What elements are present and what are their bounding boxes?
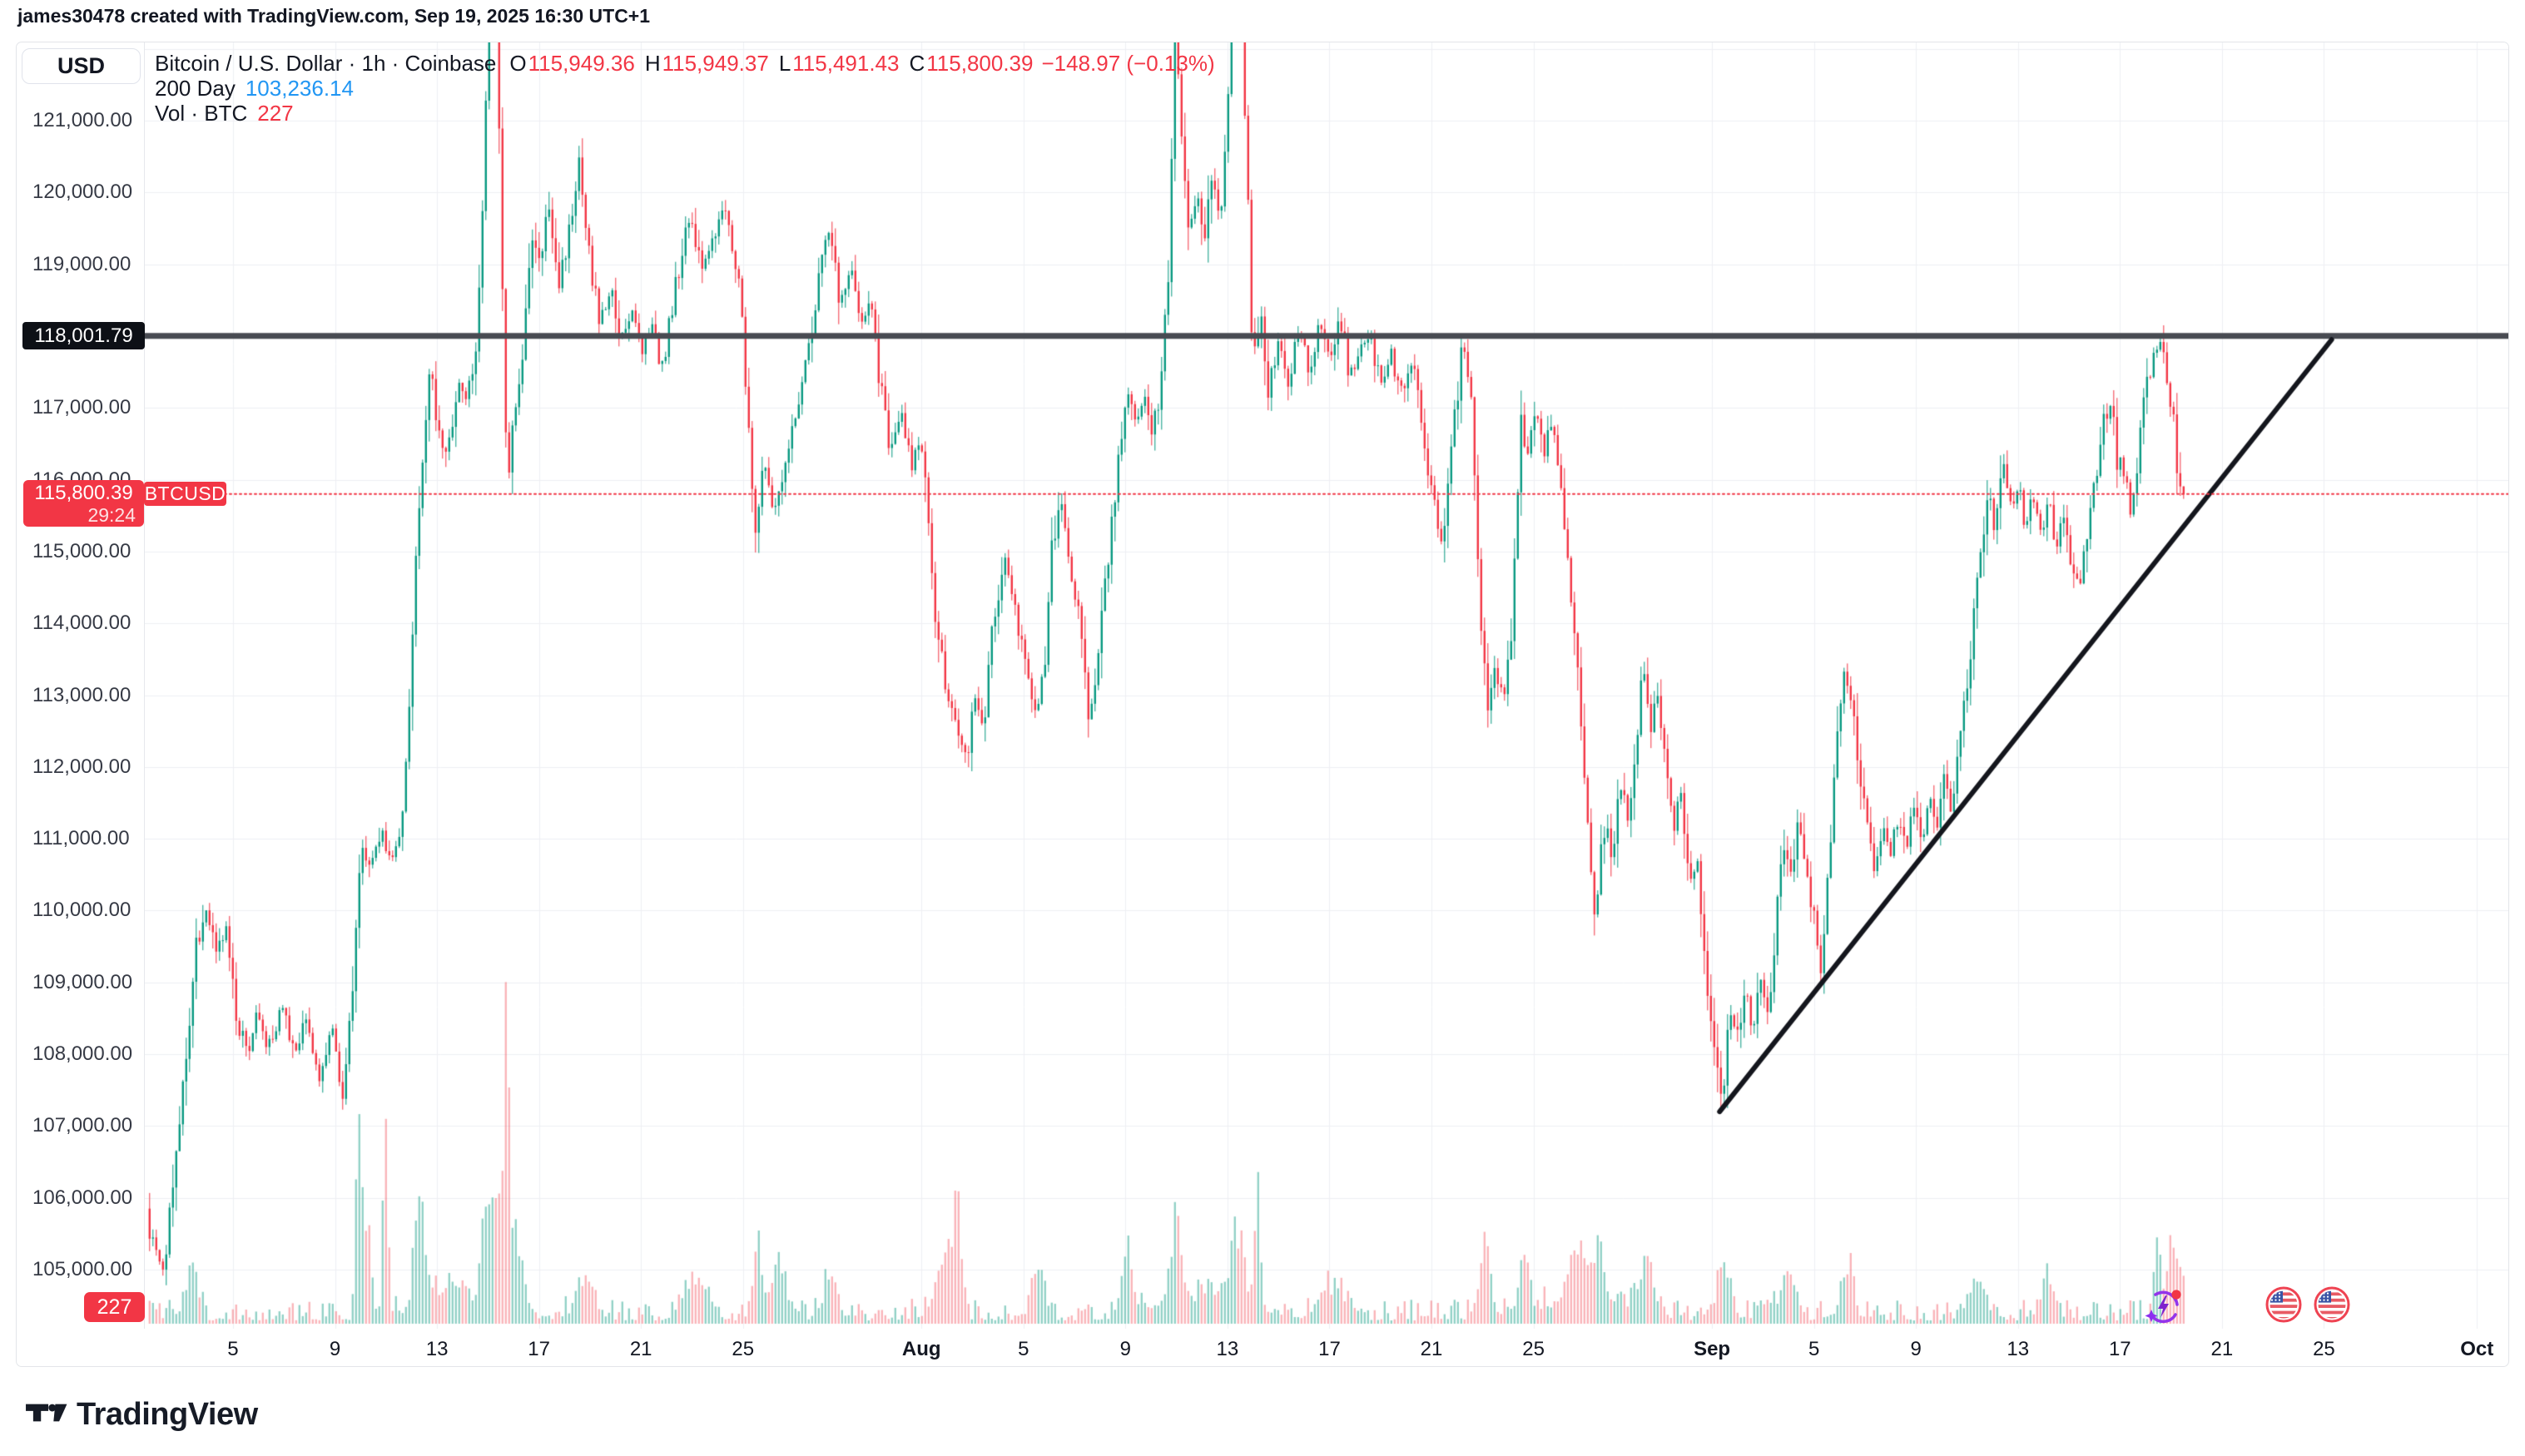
price-chart-canvas[interactable] bbox=[145, 42, 2508, 1329]
price-tick-label: 109,000.00 bbox=[32, 970, 133, 993]
volume-value: 227 bbox=[257, 101, 294, 126]
bar-countdown: 29:24 bbox=[87, 504, 136, 526]
time-tick-label: 13 bbox=[2007, 1338, 2030, 1360]
chart-container: 121,000.00 120,000.00 119,000.00 117,000.00… bbox=[16, 42, 2509, 1367]
chart-legend: Bitcoin / U.S. Dollar · 1h · Coinbase O11… bbox=[155, 52, 1215, 126]
price-tick-label: 119,000.00 bbox=[32, 252, 131, 275]
close-value: 115,800.39 bbox=[926, 51, 1034, 76]
ma-value: 103,236.14 bbox=[245, 76, 354, 101]
time-tick-label: Oct bbox=[2460, 1338, 2494, 1360]
change-value: −148.97 (−0.13%) bbox=[1041, 51, 1215, 76]
time-tick-label: Sep bbox=[1694, 1338, 1731, 1360]
us-economic-event-icon[interactable] bbox=[2314, 1286, 2350, 1327]
open-value: 115,949.36 bbox=[528, 51, 635, 76]
legend-volume-row: Vol · BTC 227 bbox=[155, 102, 1215, 126]
time-tick-label: 5 bbox=[1808, 1338, 1820, 1360]
price-axis-separator bbox=[144, 42, 145, 1329]
legend-ma-row: 200 Day 103,236.14 bbox=[155, 77, 1215, 101]
tradingview-logo-icon bbox=[25, 1394, 68, 1435]
time-tick-label: 21 bbox=[1420, 1338, 1443, 1360]
symbol-name-tag: BTCUSD bbox=[144, 482, 226, 506]
attribution-text: james30478 created with TradingView.com,… bbox=[17, 5, 651, 27]
last-price-value: 115,800.39 bbox=[34, 482, 133, 504]
high-value: 115,949.37 bbox=[662, 51, 769, 76]
horizontal-line-price-tag: 118,001.79 bbox=[22, 322, 145, 349]
last-volume-tag: 227 bbox=[84, 1292, 145, 1322]
time-tick-label: 25 bbox=[2313, 1338, 2335, 1360]
volume-label[interactable]: Vol · BTC bbox=[155, 101, 248, 126]
low-label: L bbox=[778, 51, 791, 76]
price-tick-label: 115,000.00 bbox=[32, 539, 131, 562]
time-tick-label: 9 bbox=[329, 1338, 341, 1360]
ma-label[interactable]: 200 Day bbox=[155, 76, 236, 101]
price-tick-label: 112,000.00 bbox=[32, 755, 131, 778]
time-tick-label: 9 bbox=[1119, 1338, 1132, 1360]
us-economic-event-icon[interactable] bbox=[2265, 1286, 2302, 1327]
last-price-tag: 115,800.39 29:24 bbox=[23, 480, 144, 527]
time-tick-label: 17 bbox=[1318, 1338, 1341, 1360]
time-tick-label: 13 bbox=[425, 1338, 449, 1360]
high-label: H bbox=[644, 51, 661, 76]
timeline-event-icons bbox=[2144, 1286, 2360, 1328]
time-tick-label: Aug bbox=[901, 1338, 941, 1360]
open-label: O bbox=[509, 51, 527, 76]
price-tick-label: 117,000.00 bbox=[32, 396, 131, 419]
price-tick-label: 106,000.00 bbox=[32, 1186, 133, 1209]
price-tick-label: 110,000.00 bbox=[32, 899, 131, 922]
time-tick-label: 25 bbox=[732, 1338, 755, 1360]
time-tick-label: 21 bbox=[629, 1338, 652, 1360]
symbol-title[interactable]: Bitcoin / U.S. Dollar · 1h · Coinbase bbox=[155, 51, 497, 76]
price-tick-label: 111,000.00 bbox=[32, 827, 130, 850]
price-tick-label: 120,000.00 bbox=[32, 181, 133, 204]
close-label: C bbox=[909, 51, 925, 76]
time-tick-label: 5 bbox=[227, 1338, 239, 1360]
legend-symbol-row: Bitcoin / U.S. Dollar · 1h · Coinbase O11… bbox=[155, 52, 1215, 76]
tradingview-brand-name: TradingView bbox=[77, 1397, 258, 1432]
time-tick-label: 9 bbox=[1910, 1338, 1922, 1360]
currency-toggle-button[interactable]: USD bbox=[22, 48, 141, 84]
time-tick-label: 21 bbox=[2210, 1338, 2234, 1360]
price-tick-label: 108,000.00 bbox=[32, 1042, 133, 1066]
low-value: 115,491.43 bbox=[792, 51, 900, 76]
price-tick-label: 121,000.00 bbox=[32, 109, 133, 131]
price-tick-label: 113,000.00 bbox=[32, 683, 131, 706]
price-tick-label: 105,000.00 bbox=[32, 1258, 133, 1281]
time-tick-label: 25 bbox=[1522, 1338, 1545, 1360]
time-tick-label: 13 bbox=[1216, 1338, 1239, 1360]
time-tick-label: 5 bbox=[1018, 1338, 1029, 1360]
price-tick-label: 114,000.00 bbox=[32, 612, 131, 635]
tradingview-logo-link[interactable]: TradingView bbox=[25, 1394, 258, 1435]
price-tick-label: 107,000.00 bbox=[32, 1114, 133, 1137]
time-tick-label: 17 bbox=[2108, 1338, 2131, 1360]
time-tick-label: 17 bbox=[528, 1338, 550, 1360]
ai-refresh-bolt-icon[interactable] bbox=[2144, 1286, 2184, 1330]
